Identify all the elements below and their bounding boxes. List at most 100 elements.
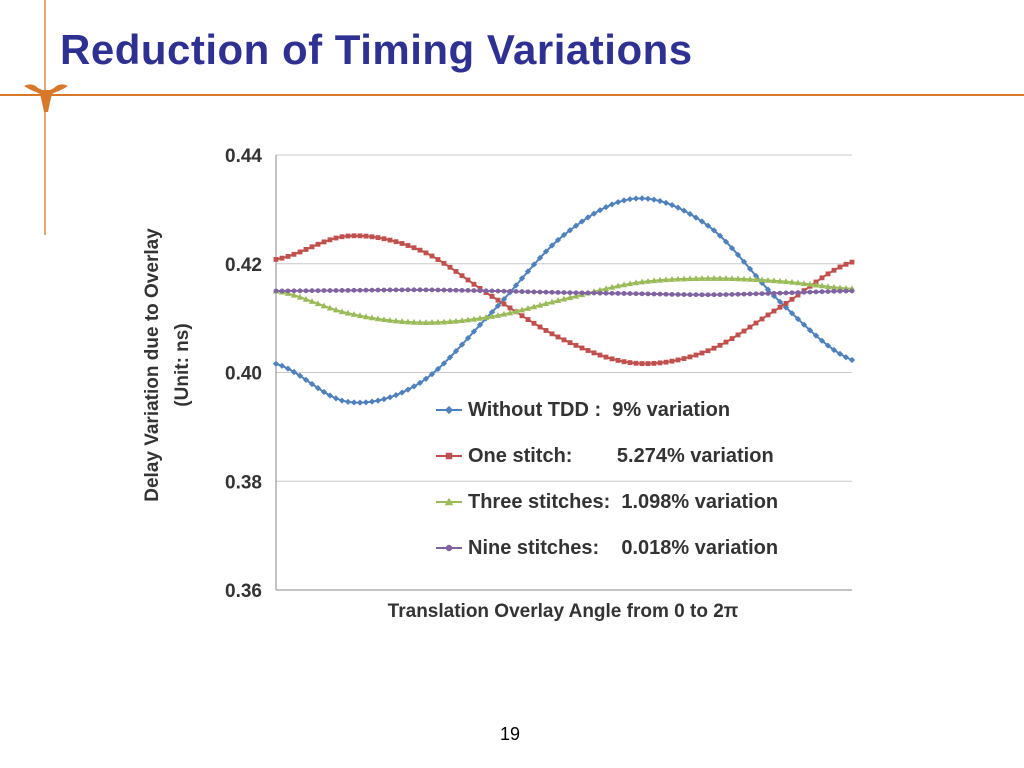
data-point — [434, 365, 442, 373]
data-point — [429, 253, 435, 259]
data-point — [735, 291, 741, 297]
data-point — [674, 204, 682, 211]
data-point — [387, 287, 393, 293]
data-point — [782, 278, 790, 285]
data-point — [776, 277, 784, 284]
data-point — [290, 368, 298, 376]
data-point — [812, 281, 820, 288]
data-point — [272, 360, 280, 367]
data-point — [795, 290, 801, 295]
data-point — [309, 244, 315, 250]
data-point — [465, 288, 471, 293]
chart: 0.44 0.42 0.40 0.38 0.36 Without TDD : 9% va… — [142, 146, 856, 622]
data-point — [530, 261, 538, 268]
data-point — [422, 319, 430, 325]
data-point — [561, 337, 567, 343]
data-point — [651, 291, 657, 297]
data-point — [363, 233, 369, 239]
data-point — [531, 289, 537, 295]
data-point — [645, 291, 651, 297]
data-point — [645, 361, 651, 367]
data-point — [291, 288, 297, 294]
data-point — [339, 234, 345, 240]
data-point — [386, 394, 394, 401]
legend-label: Without TDD : 9% variation — [468, 399, 730, 421]
data-point — [771, 308, 777, 314]
data-point — [812, 332, 820, 339]
data-point — [764, 276, 772, 283]
data-point — [819, 275, 825, 281]
data-point — [824, 283, 832, 290]
data-point — [345, 233, 351, 239]
data-point — [363, 287, 369, 293]
data-point — [662, 276, 670, 283]
data-point — [476, 321, 484, 329]
data-point — [644, 195, 652, 202]
data-point — [710, 227, 718, 234]
data-point — [776, 298, 784, 305]
data-point — [608, 201, 616, 208]
data-point — [303, 246, 309, 252]
data-point — [296, 293, 304, 300]
data-point — [770, 277, 778, 284]
data-point — [392, 392, 400, 399]
data-point — [326, 304, 334, 311]
data-point — [356, 312, 364, 319]
data-point — [338, 397, 346, 404]
data-point — [818, 282, 826, 289]
data-point — [657, 291, 663, 297]
data-point — [470, 315, 478, 322]
data-point — [506, 309, 514, 316]
data-point — [273, 288, 279, 294]
data-point — [554, 236, 562, 244]
data-point — [843, 261, 849, 267]
data-point — [597, 290, 603, 296]
data-point — [620, 197, 628, 204]
data-point — [500, 296, 508, 303]
data-point — [524, 305, 532, 311]
data-point — [285, 254, 291, 259]
data-point — [501, 301, 507, 307]
data-point — [620, 281, 628, 288]
longhorn-icon — [24, 84, 68, 112]
data-point — [447, 264, 453, 270]
data-point — [543, 289, 549, 295]
data-point — [705, 292, 711, 298]
data-point — [405, 243, 411, 248]
data-point — [357, 233, 363, 239]
data-point — [777, 304, 783, 310]
data-point — [471, 288, 477, 294]
data-point — [693, 352, 699, 358]
data-point — [447, 287, 453, 293]
data-point — [668, 275, 676, 282]
data-point — [638, 278, 646, 285]
data-point — [405, 287, 411, 293]
legend-swatch-marker — [444, 405, 454, 415]
data-point — [579, 345, 585, 351]
data-point — [728, 244, 736, 252]
data-point — [722, 238, 730, 245]
data-point — [483, 288, 489, 294]
data-point — [794, 279, 802, 286]
data-point — [674, 275, 682, 282]
data-point — [716, 274, 724, 281]
data-point — [332, 395, 340, 402]
data-point — [410, 383, 418, 390]
data-point — [338, 308, 346, 315]
data-point — [549, 331, 555, 337]
y-tick-labels: 0.44 0.42 0.40 0.38 0.36 — [225, 146, 262, 602]
data-point — [362, 313, 370, 320]
data-point — [422, 375, 430, 382]
data-point — [669, 291, 675, 297]
data-point — [644, 277, 652, 284]
legend-entry: Without TDD : 9% variation — [436, 399, 730, 421]
data-point — [686, 275, 694, 282]
data-point — [657, 360, 663, 366]
data-point — [410, 318, 418, 325]
data-point — [411, 245, 417, 251]
data-point — [680, 275, 688, 282]
data-point — [728, 275, 736, 282]
data-point — [668, 201, 676, 209]
data-point — [686, 210, 694, 218]
data-point — [632, 279, 640, 286]
